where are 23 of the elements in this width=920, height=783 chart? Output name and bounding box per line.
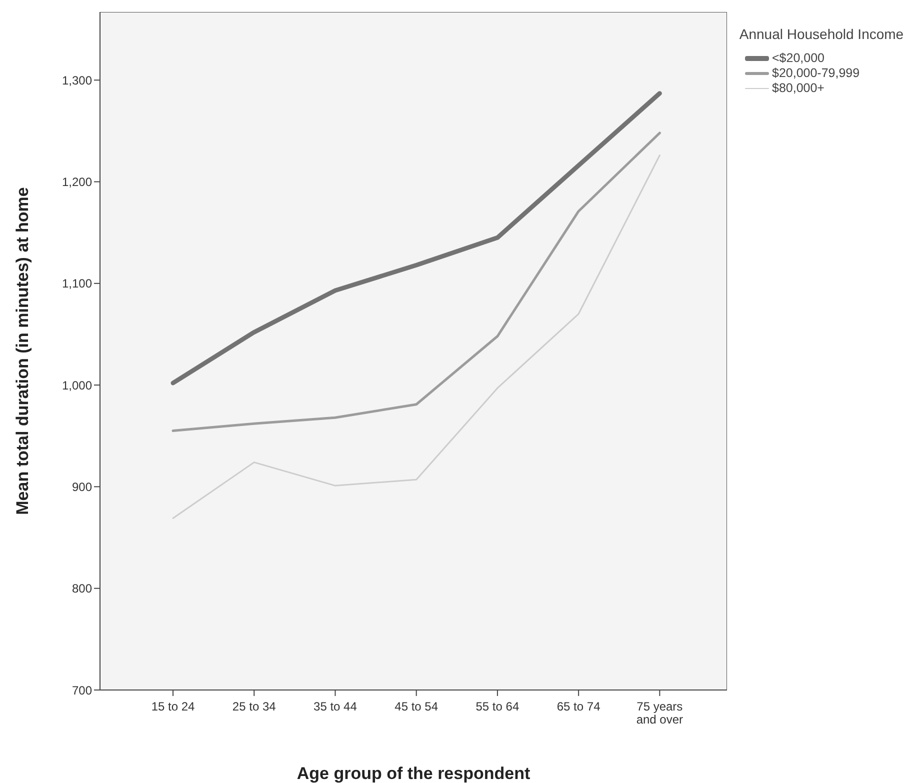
line-series bbox=[172, 132, 661, 432]
legend-label: <$20,000 bbox=[772, 51, 824, 66]
legend-label: $20,000-79,999 bbox=[772, 66, 860, 81]
line-series bbox=[172, 154, 660, 519]
legend-title: Annual Household Income bbox=[739, 26, 904, 43]
x-tick-label: 55 to 64 bbox=[476, 700, 520, 714]
y-tick-label: 800 bbox=[72, 582, 92, 596]
y-tick-label: 1,000 bbox=[62, 378, 92, 392]
y-tick-label: 1,100 bbox=[62, 276, 92, 291]
x-tick-label: 35 to 44 bbox=[314, 700, 358, 714]
y-tick-label: 700 bbox=[72, 683, 92, 698]
y-tick-label: 1,200 bbox=[62, 175, 92, 190]
y-tick-label: 900 bbox=[72, 480, 92, 494]
x-tick-label: 65 to 74 bbox=[556, 700, 601, 714]
line-series bbox=[170, 91, 662, 386]
x-tick-label: 45 to 54 bbox=[394, 700, 438, 714]
legend-label: $80,000+ bbox=[772, 81, 824, 96]
y-axis-title: Mean total duration (in minutes) at home bbox=[13, 187, 32, 515]
x-tick-label: 75 years and over bbox=[636, 700, 684, 727]
x-tick-label: 25 to 34 bbox=[232, 700, 276, 714]
x-tick-label: 15 to 24 bbox=[151, 700, 196, 714]
x-axis-title: Age group of the respondent bbox=[296, 764, 530, 783]
y-tick-label: 1,300 bbox=[62, 73, 92, 88]
